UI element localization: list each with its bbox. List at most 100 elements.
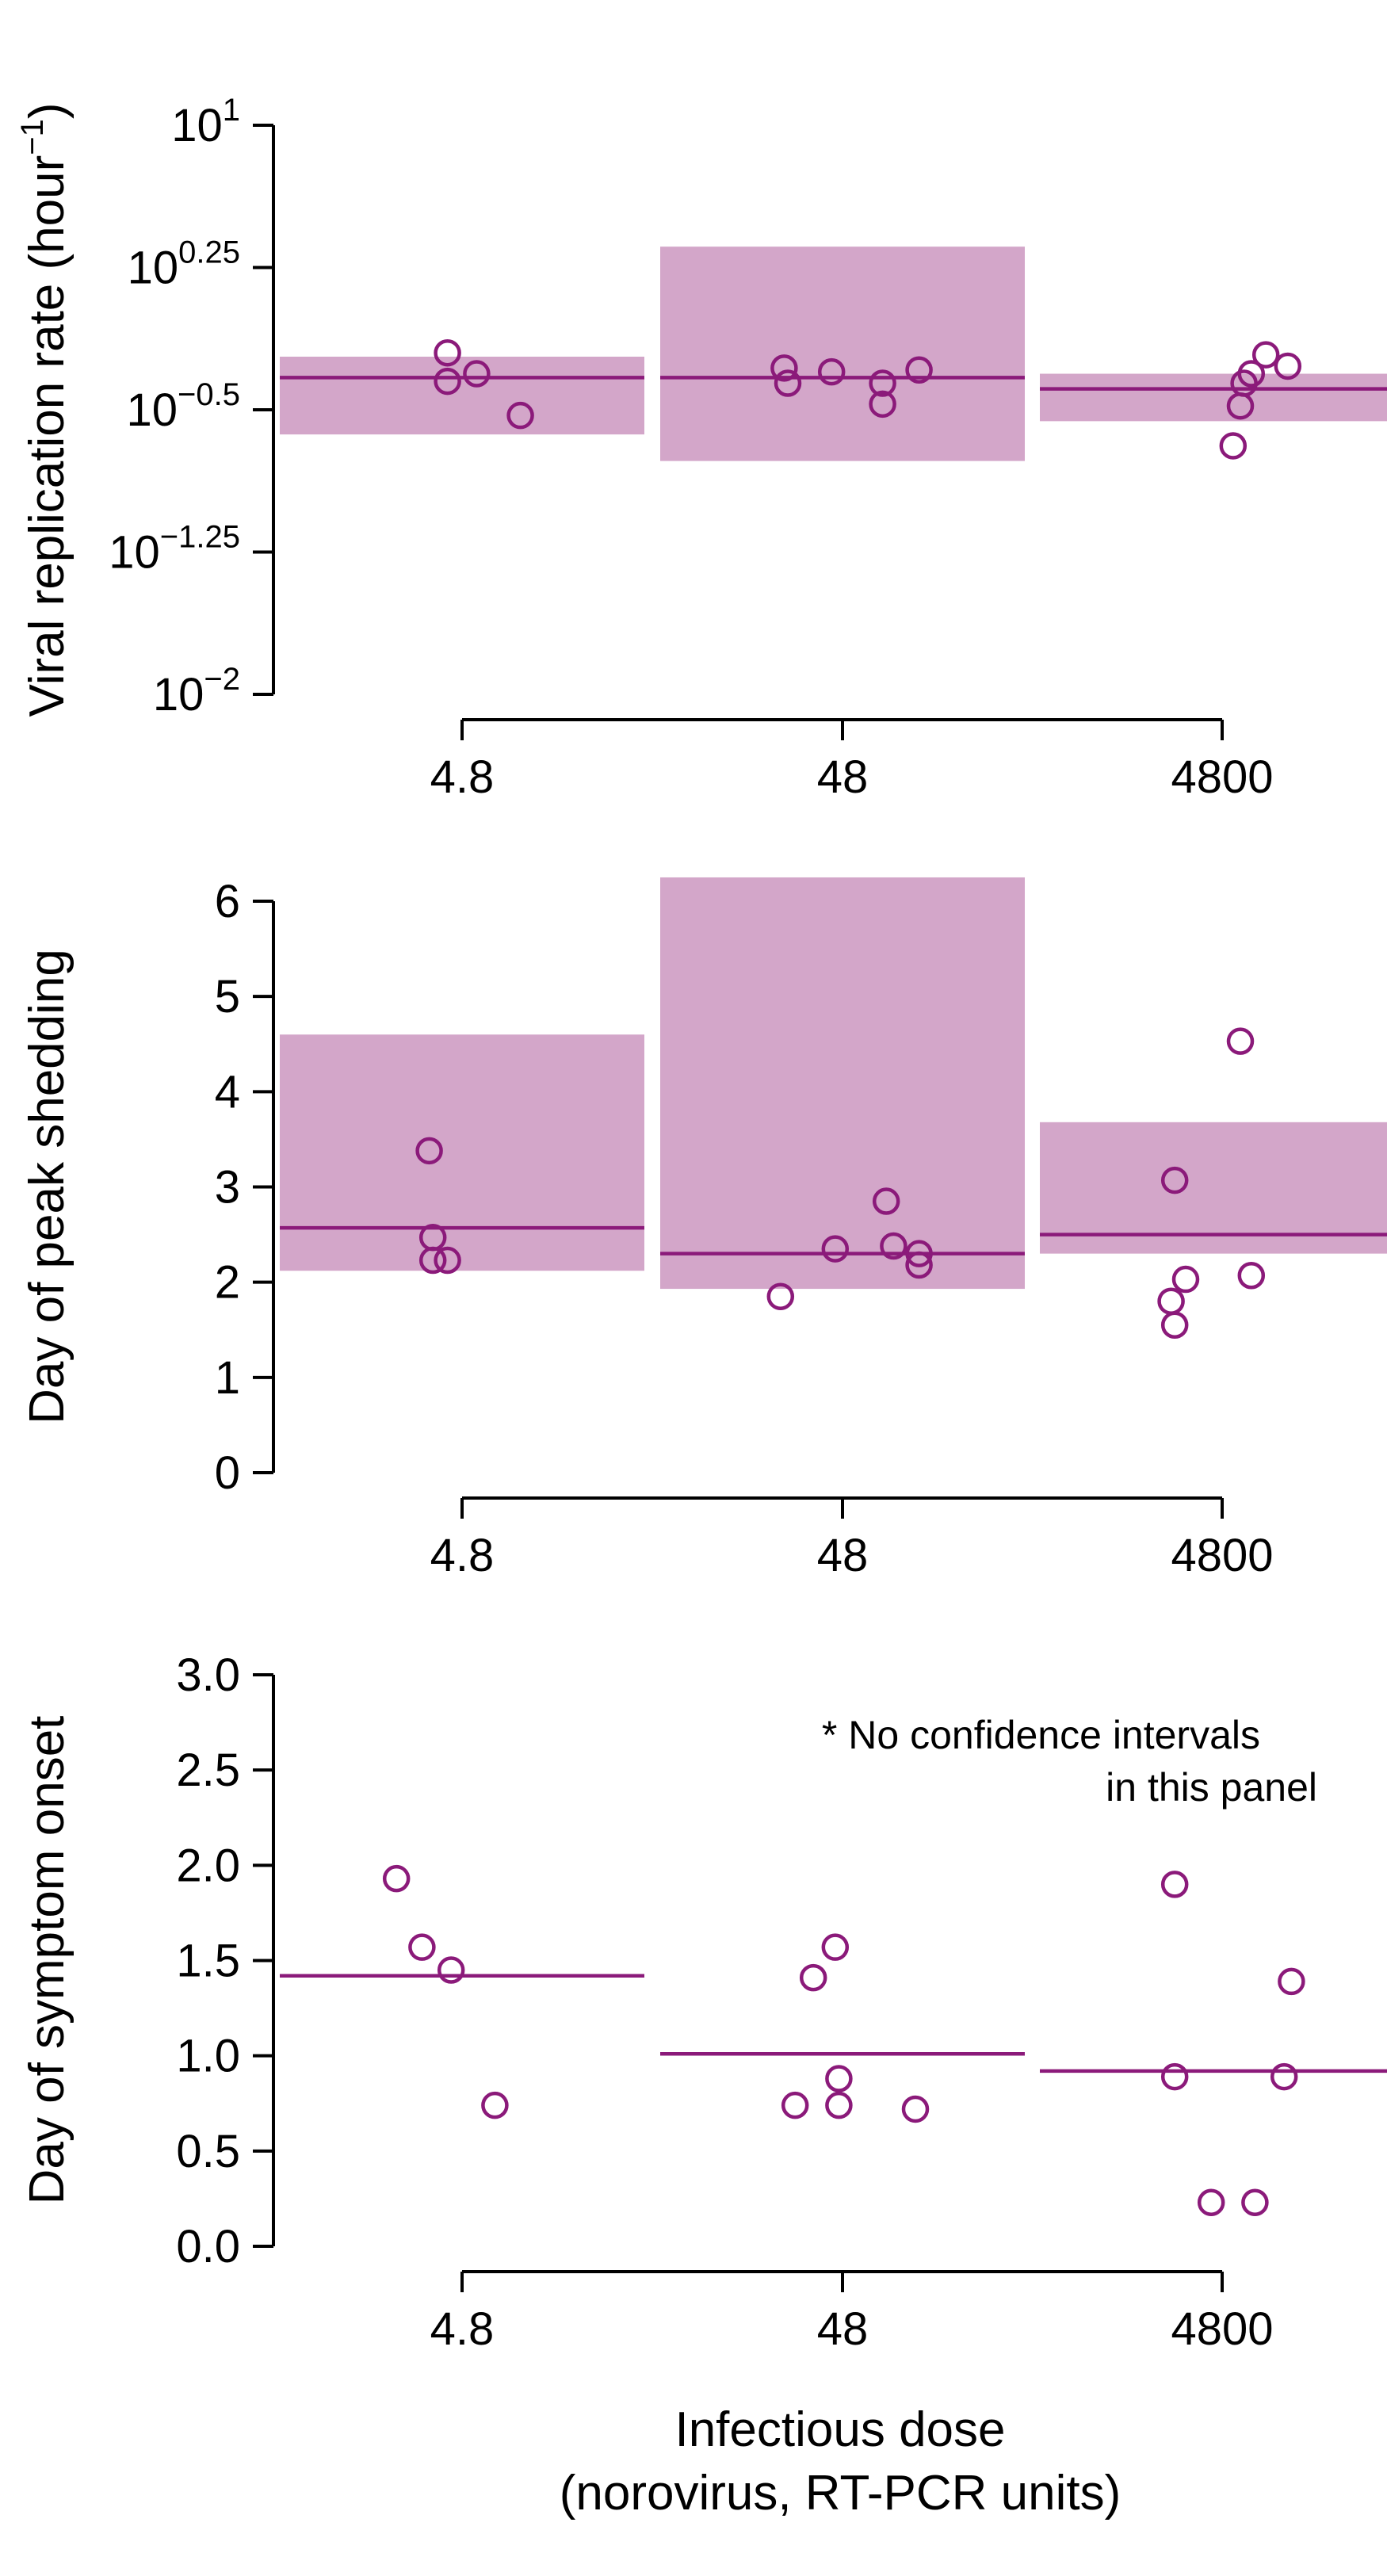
data-point: [825, 2091, 853, 2119]
x-tick-label: 4.8: [430, 1530, 495, 1581]
data-point: [1197, 2188, 1225, 2216]
y-tick-label: 6: [215, 876, 240, 927]
y-tick-label: 4: [215, 1066, 240, 1118]
data-point: [905, 356, 933, 384]
y-tick-label: 10−0.5: [127, 377, 240, 436]
x-tick-label: 4800: [1171, 2303, 1273, 2355]
y-tick-label: 0.0: [176, 2221, 240, 2272]
data-point: [1160, 2062, 1189, 2091]
y-axis-title-text: Day of peak shedding: [20, 949, 75, 1424]
x-tick-label: 4800: [1171, 1530, 1273, 1581]
data-point: [872, 1187, 900, 1215]
y-axis-title-text: Viral replication rate (hour: [20, 155, 75, 717]
data-point: [1160, 1311, 1189, 1339]
data-point: [869, 369, 896, 397]
y-tick-label: 10−1.25: [109, 520, 240, 579]
data-point: [905, 1240, 933, 1267]
data-point: [817, 357, 846, 386]
y-tick-exponent: −0.5: [178, 377, 240, 412]
annotation-line-1: * No confidence intervals: [822, 1713, 1260, 1757]
y-tick-exponent: −1.25: [160, 520, 240, 555]
y-tick-label: 1.5: [176, 1936, 240, 1987]
y-tick-label: 2: [215, 1257, 240, 1309]
y-axis-title-text: Day of symptom onset: [20, 1716, 75, 2205]
data-point: [1237, 1262, 1266, 1290]
data-point: [781, 2091, 809, 2119]
y-tick-label: 0: [215, 1447, 240, 1499]
x-tick-label: 4.8: [430, 2303, 495, 2355]
x-axis-title-line-2: (norovirus, RT-PCR units): [560, 2466, 1121, 2521]
data-point: [481, 2091, 509, 2119]
data-point: [1274, 352, 1302, 380]
y-tick-label: 2.0: [176, 1840, 240, 1891]
data-point: [821, 1235, 850, 1263]
data-point: [1251, 341, 1280, 369]
confidence-interval-box: [660, 247, 1025, 461]
data-point: [821, 1933, 850, 1961]
y-tick-label: 10−2: [153, 662, 240, 720]
confidence-interval-box: [1040, 1122, 1387, 1254]
y-tick-label: 1: [215, 1352, 240, 1404]
data-point: [382, 1864, 411, 1893]
y-tick-base: 10: [109, 527, 160, 579]
confidence-interval-box: [660, 877, 1025, 1290]
y-tick-base: 10: [171, 100, 223, 151]
y-axis-title: Day of peak shedding: [20, 949, 75, 1424]
annotation-line-2: in this panel: [1106, 1765, 1317, 1810]
y-tick-exponent: 0.25: [178, 235, 240, 270]
data-point: [408, 1933, 436, 1961]
data-point: [1226, 1027, 1255, 1055]
data-point: [905, 1251, 933, 1279]
y-tick-label: 3: [215, 1162, 240, 1213]
data-point: [1241, 2188, 1269, 2216]
data-point: [766, 1282, 795, 1310]
y-tick-exponent: −2: [204, 662, 240, 697]
y-tick-label: 3.0: [176, 1649, 240, 1701]
y-axis-title-exponent: −1: [15, 119, 50, 155]
data-point: [1157, 1287, 1185, 1315]
y-axis-title: Viral replication rate (hour−1): [15, 102, 75, 717]
confidence-interval-box: [1040, 373, 1387, 422]
y-tick-label: 2.5: [176, 1745, 240, 1796]
data-point: [506, 401, 534, 430]
data-point: [770, 354, 798, 382]
x-tick-label: 48: [817, 2303, 869, 2355]
panel-peak-shedding: 0 1 2 3 4 5 6 4.8 48 4800 Day of peak shedding: [20, 876, 1387, 1581]
data-point: [1160, 1871, 1189, 1898]
data-point: [869, 390, 896, 419]
data-point: [1237, 360, 1266, 388]
data-point: [1160, 1166, 1189, 1194]
y-tick-label: 0.5: [176, 2126, 240, 2177]
data-point: [434, 367, 461, 396]
x-tick-label: 4.8: [430, 751, 495, 803]
y-tick-exponent: 1: [223, 93, 240, 128]
data-point: [434, 338, 461, 367]
y-tick-label: 5: [215, 971, 240, 1022]
data-point: [1278, 1967, 1305, 1996]
y-tick-base: 10: [127, 384, 178, 436]
y-tick-base: 10: [128, 243, 179, 294]
y-axis-title-close: ): [20, 102, 75, 119]
y-tick-label: 100.25: [128, 235, 240, 294]
y-axis-title: Day of symptom onset: [20, 1716, 75, 2205]
panel-symptom-onset: 0.0 0.5 1.0 1.5 2.0 2.5 3.0 4.8 48 4800 Day of sym…: [20, 1649, 1387, 2355]
data-point: [901, 2095, 930, 2123]
x-axis-title-line-1: Infectious dose: [674, 2402, 1005, 2457]
data-point: [463, 360, 491, 388]
data-point: [1219, 432, 1248, 460]
confidence-interval-box: [280, 356, 644, 435]
y-tick-base: 10: [153, 669, 204, 720]
data-point: [880, 1232, 907, 1260]
x-axis-title: Infectious dose (norovirus, RT-PCR units…: [560, 2402, 1121, 2521]
data-point: [437, 1956, 465, 1984]
x-tick-label: 48: [817, 751, 869, 803]
data-point: [415, 1137, 443, 1165]
y-tick-label: 1.0: [176, 2031, 240, 2082]
data-point: [1270, 2062, 1298, 2091]
data-point: [799, 1963, 827, 1992]
data-point: [434, 1246, 461, 1275]
data-point: [825, 2065, 853, 2093]
confidence-interval-box: [280, 1034, 644, 1271]
x-tick-label: 48: [817, 1530, 869, 1581]
